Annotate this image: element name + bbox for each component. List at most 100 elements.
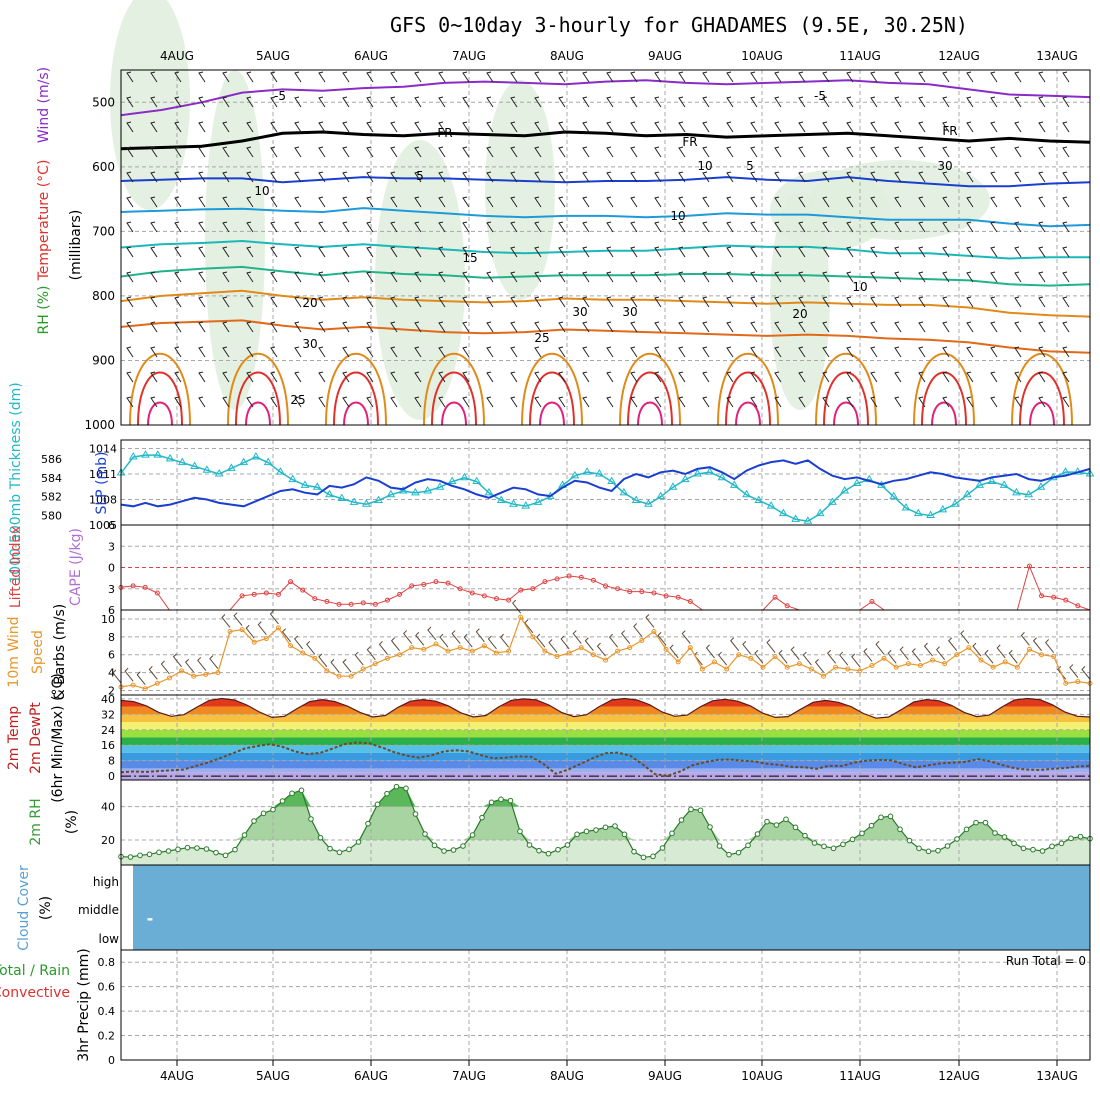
wind-speed-point	[942, 661, 948, 667]
wind-barb	[990, 321, 998, 333]
wind-barb	[136, 671, 146, 686]
wind-barb	[846, 296, 854, 308]
precip-tick-label: 0.6	[98, 981, 116, 994]
wind-barb	[774, 396, 782, 408]
wind-barb	[270, 321, 278, 333]
thickness-point	[337, 493, 347, 502]
wind-barb	[584, 637, 594, 652]
thickness-point	[1012, 487, 1021, 496]
rh-point	[165, 848, 172, 854]
temp-tick-label: 0	[108, 770, 115, 783]
lifted-index-point	[469, 590, 475, 596]
lifted-index-point	[772, 594, 778, 600]
wind-barb	[414, 146, 422, 158]
rh-point	[213, 849, 219, 856]
wind-barb	[150, 146, 158, 158]
wind-barb	[750, 371, 758, 383]
wind-barb	[462, 296, 470, 308]
rh-point	[365, 820, 371, 827]
wind-barb	[846, 346, 854, 358]
contour-label: FR	[682, 135, 697, 149]
surface-isotherm-loop	[245, 401, 271, 426]
wind-barb	[942, 271, 950, 283]
wind-barb	[726, 221, 734, 233]
wind-barb	[990, 121, 998, 133]
top-day-label: 10AUG	[741, 49, 783, 63]
bottom-day-label: 8AUG	[550, 1069, 584, 1083]
thickness-point	[239, 457, 249, 466]
lifted-index-point	[481, 593, 487, 599]
lifted-index-point	[433, 579, 439, 585]
lifted-index-point	[506, 597, 512, 603]
wind-barb	[870, 296, 878, 308]
wind-tick-label: 2	[108, 685, 115, 698]
wind-barb	[966, 96, 974, 108]
wind-speed-point	[457, 645, 463, 651]
rh-point	[840, 841, 846, 848]
wind-barb	[948, 637, 958, 652]
wind-barb	[294, 271, 302, 283]
wind-barb	[582, 146, 590, 158]
wind-barb	[911, 648, 921, 662]
wind-barb	[318, 346, 326, 358]
wind-barb	[798, 121, 806, 133]
temp-color-band	[121, 752, 1090, 761]
wind-speed-point	[857, 668, 863, 674]
wind-barb	[942, 196, 950, 208]
wind-barb	[222, 321, 230, 333]
wind-barb	[802, 651, 812, 666]
rh-point	[298, 787, 305, 794]
wind-barb	[414, 246, 422, 258]
wind-barb	[621, 630, 631, 644]
lifted-index-point	[566, 573, 572, 579]
rh-point	[175, 846, 181, 853]
wind-barb	[246, 246, 254, 258]
wind-barb	[990, 71, 998, 83]
surface-isotherm-loop	[931, 401, 957, 426]
wind-barb	[246, 346, 254, 358]
wind-barb	[774, 321, 782, 333]
wind-barb	[150, 396, 158, 408]
wind-barb	[582, 96, 590, 108]
lifted-index-point	[312, 596, 318, 602]
rh-point	[536, 847, 542, 854]
wind-barb	[222, 71, 230, 83]
wind-barb	[717, 651, 728, 666]
rh-point	[593, 827, 599, 833]
contour-label: 5	[746, 159, 754, 173]
wind-barb	[294, 96, 302, 108]
top-day-label: 7AUG	[452, 49, 486, 63]
wind-barb	[294, 296, 302, 308]
wind-barb	[1038, 396, 1046, 408]
wind-barb	[462, 121, 470, 133]
upper-air-ylabel: RH (%)	[36, 286, 52, 335]
wind-barb	[510, 71, 518, 83]
thickness-point	[190, 461, 199, 469]
rh-point	[1068, 835, 1074, 842]
wind-barb	[774, 96, 782, 108]
bottom-day-label: 11AUG	[839, 1069, 881, 1083]
top-day-label: 13AUG	[1036, 49, 1078, 63]
wind-barb	[863, 648, 873, 662]
wind-barb	[306, 640, 316, 655]
wind-barb	[678, 271, 686, 283]
wind-barb	[150, 196, 158, 208]
wind-barb	[1038, 321, 1046, 333]
wind-barb	[150, 296, 158, 308]
wind-barb	[174, 146, 182, 158]
wind-speed-point	[239, 627, 245, 633]
surface-isotherm-loop	[325, 352, 387, 426]
rh-point	[697, 807, 704, 814]
bottom-day-label: 12AUG	[938, 1069, 980, 1083]
wind-barb	[678, 396, 686, 408]
precip-ylabel-c: 3hr Precip (mm)	[76, 948, 92, 1061]
wind-barb	[1014, 246, 1022, 258]
temp-line	[120, 697, 1091, 719]
wind-barb	[654, 96, 662, 108]
thickness-point	[202, 465, 212, 473]
thickness-point	[251, 452, 261, 460]
wind-barb	[822, 71, 830, 83]
lifted-index-point	[590, 577, 596, 583]
rh-point	[422, 831, 428, 837]
cloud-ylabel-b: (%)	[38, 896, 54, 920]
